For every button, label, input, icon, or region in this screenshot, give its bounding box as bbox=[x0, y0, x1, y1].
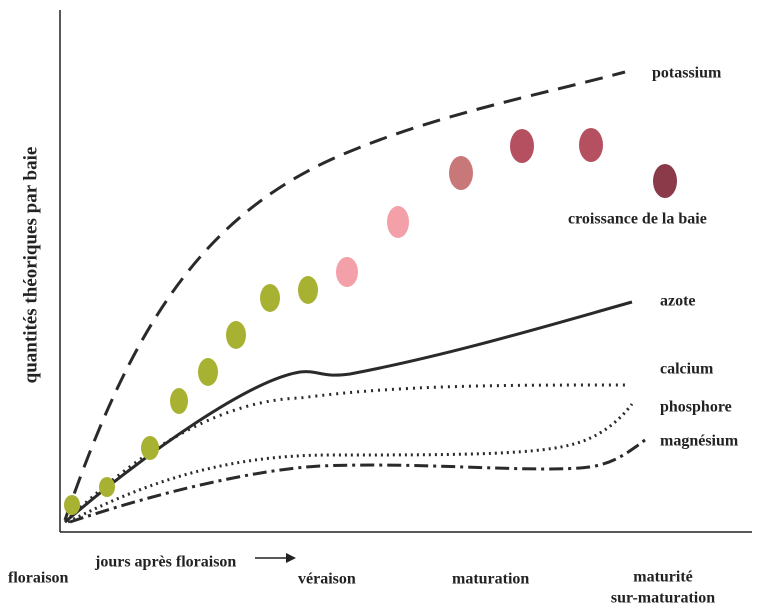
stage-label: sur-maturation bbox=[611, 590, 715, 607]
berry-dot bbox=[298, 276, 318, 304]
berry-dot bbox=[336, 257, 358, 287]
potassium-curve bbox=[63, 70, 626, 521]
berry-dot bbox=[99, 477, 115, 497]
x-axis-label: jours après floraison bbox=[94, 554, 236, 571]
berry-dot bbox=[449, 156, 473, 190]
curve-label: magnésium bbox=[660, 433, 739, 450]
berry-growth-dots bbox=[64, 128, 677, 515]
magnesium-curve bbox=[69, 438, 646, 524]
berry-dot bbox=[226, 321, 246, 349]
curve-label: calcium bbox=[660, 361, 714, 378]
curve-label: potassium bbox=[652, 65, 722, 82]
berry-dot bbox=[387, 206, 409, 238]
berry-dot bbox=[170, 388, 188, 414]
phosphore-curve bbox=[67, 403, 634, 524]
stage-label: floraison bbox=[8, 570, 69, 587]
y-axis-label: quantités théoriques par baie bbox=[20, 147, 41, 384]
berry-dot bbox=[510, 129, 534, 163]
curve-label: phosphore bbox=[660, 399, 732, 416]
berry-dot bbox=[64, 495, 80, 515]
curve-label: azote bbox=[660, 293, 696, 310]
curve-label: croissance de la baie bbox=[568, 211, 707, 228]
berry-dot bbox=[579, 128, 603, 162]
berry-dot bbox=[198, 358, 218, 386]
berry-dot bbox=[653, 164, 677, 198]
stage-label: maturité bbox=[633, 569, 693, 586]
stage-label: maturation bbox=[452, 571, 529, 588]
berry-dot bbox=[260, 284, 280, 312]
azote-curve bbox=[64, 300, 633, 524]
berry-dot bbox=[141, 436, 159, 460]
x-axis-arrowhead bbox=[286, 553, 296, 563]
stage-label: véraison bbox=[298, 571, 356, 588]
